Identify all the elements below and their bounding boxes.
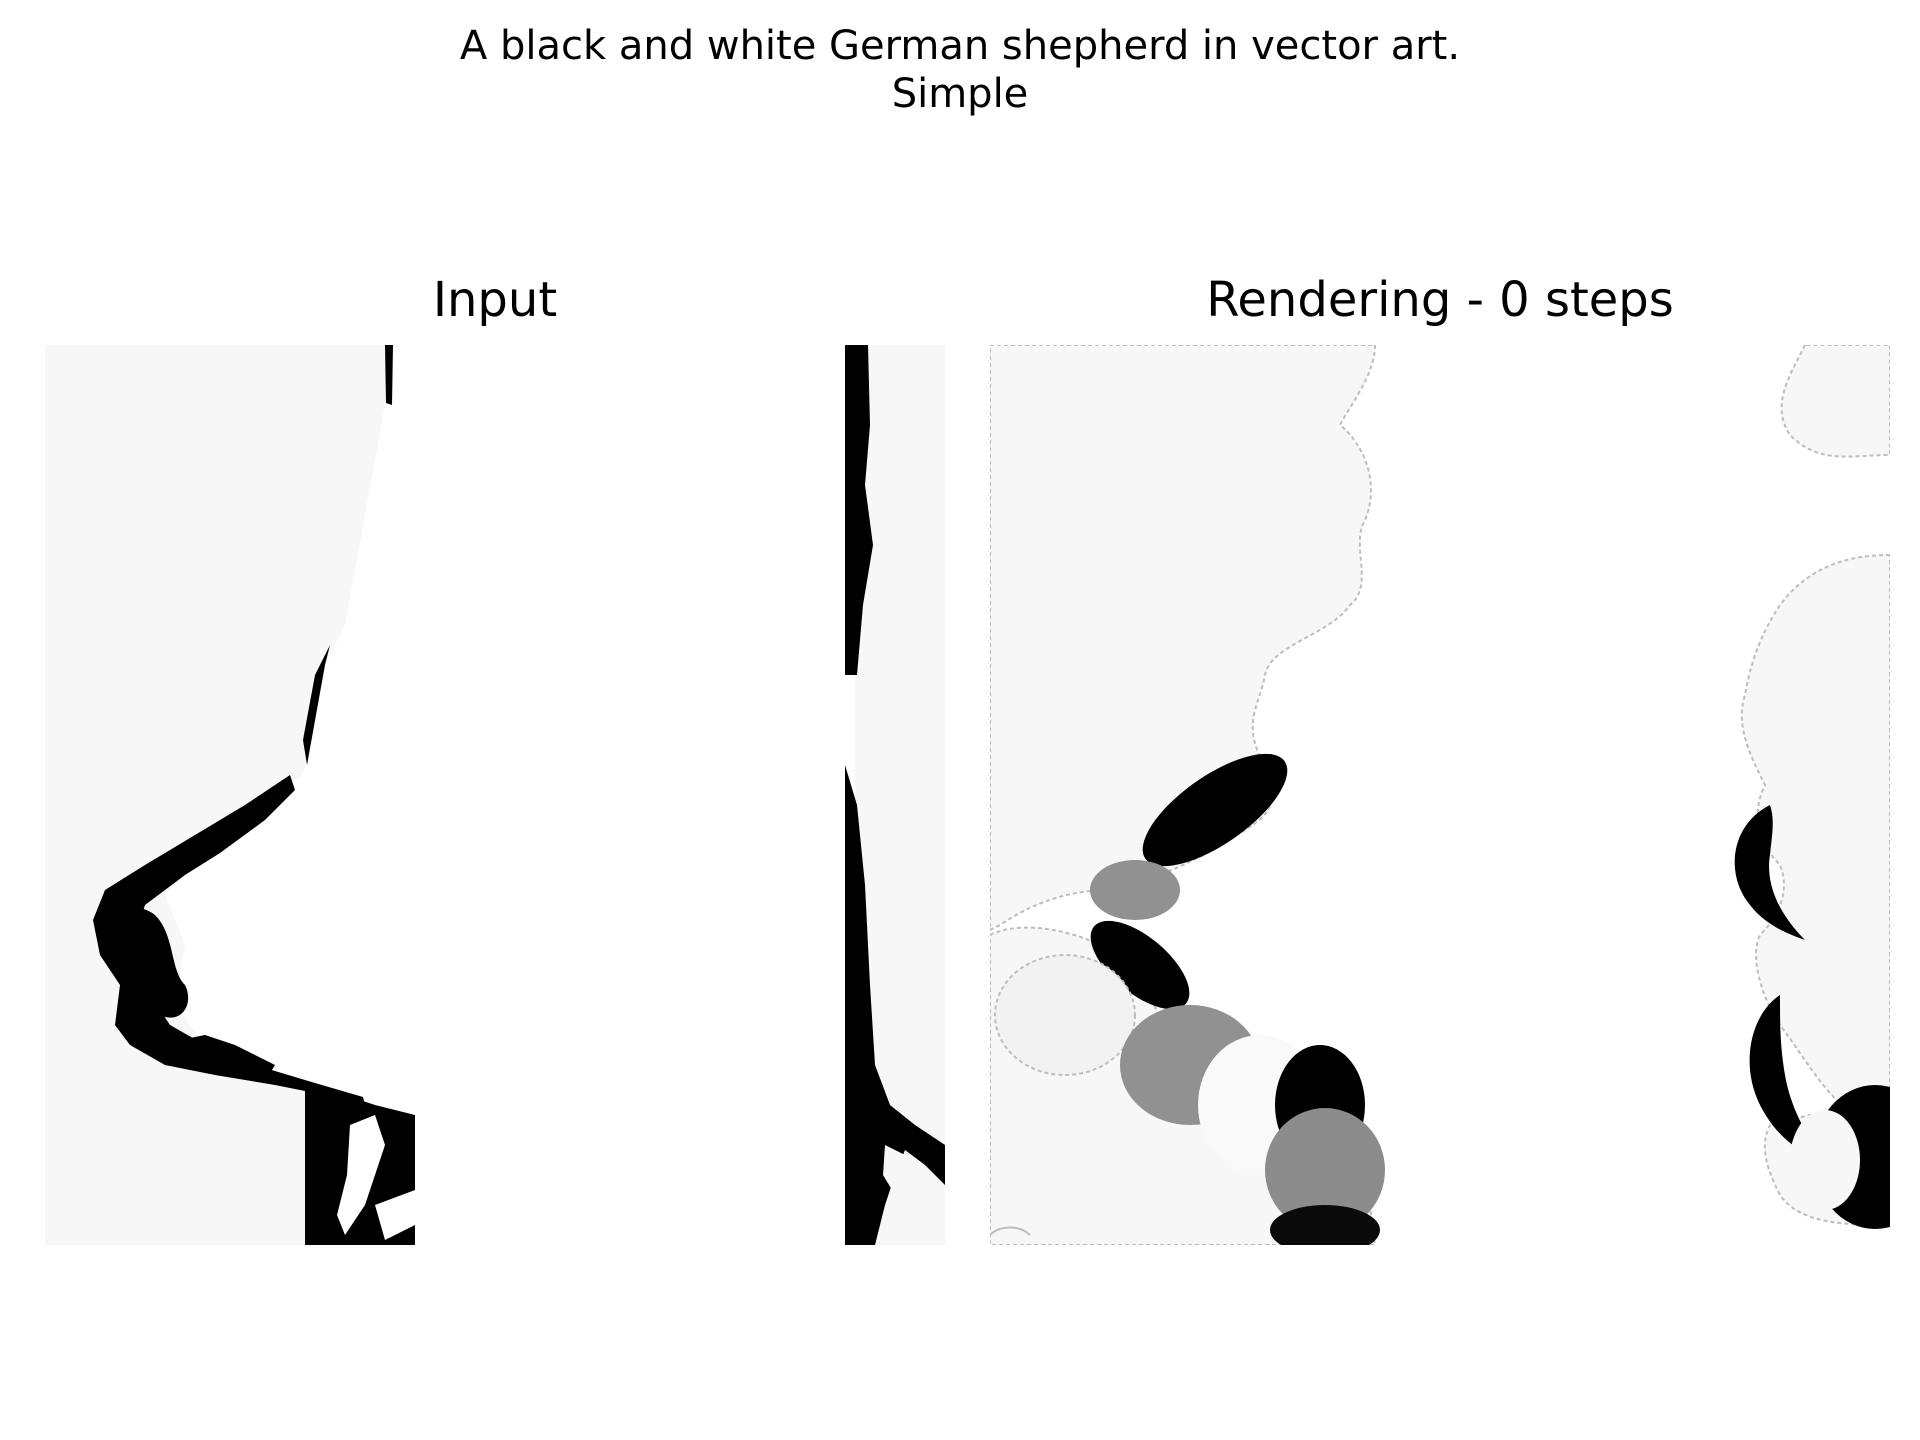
rendering-crescent-2: [1749, 995, 1825, 1160]
rendering-blob-dark-1: [1142, 753, 1288, 867]
rendering-bottom-corner: [990, 1226, 1031, 1236]
rendering-blob-gray-3: [1265, 1108, 1385, 1232]
input-snout-stroke: [93, 775, 365, 1105]
rendering-blob-light-right: [1790, 1110, 1860, 1210]
input-right-leaf-highlight: [883, 1145, 925, 1195]
rendering-crescent-1: [1734, 805, 1805, 940]
rendering-image-drawing: [990, 345, 1890, 1245]
figure-title: A black and white German shepherd in vec…: [459, 23, 1461, 117]
input-image: [45, 345, 945, 1245]
rendering-gray-region-right-top: [1780, 345, 1890, 458]
rendering-blob-gray-1: [1090, 860, 1180, 920]
input-panel-title: Input: [432, 272, 558, 328]
rendering-image: [990, 345, 1890, 1245]
input-neck-highlight-1: [337, 1115, 385, 1235]
rendering-gray-region-right: [1740, 553, 1890, 1226]
input-top-stroke: [385, 345, 393, 405]
rendering-blob-light-1: [994, 954, 1136, 1076]
rendering-blob-dark-2: [1090, 920, 1190, 1010]
rendering-blob-dark-4: [1270, 1205, 1380, 1245]
input-right-edge-stroke: [845, 345, 873, 675]
input-mouth-stroke: [155, 1035, 275, 1073]
input-image-drawing: [45, 345, 945, 1245]
input-cheek-stroke: [303, 645, 330, 765]
input-neck-highlight-2: [375, 1190, 415, 1240]
input-right-edge-stroke-2: [845, 765, 945, 1245]
input-nose: [104, 906, 189, 1018]
rendering-panel-title: Rendering - 0 steps: [1206, 272, 1674, 328]
